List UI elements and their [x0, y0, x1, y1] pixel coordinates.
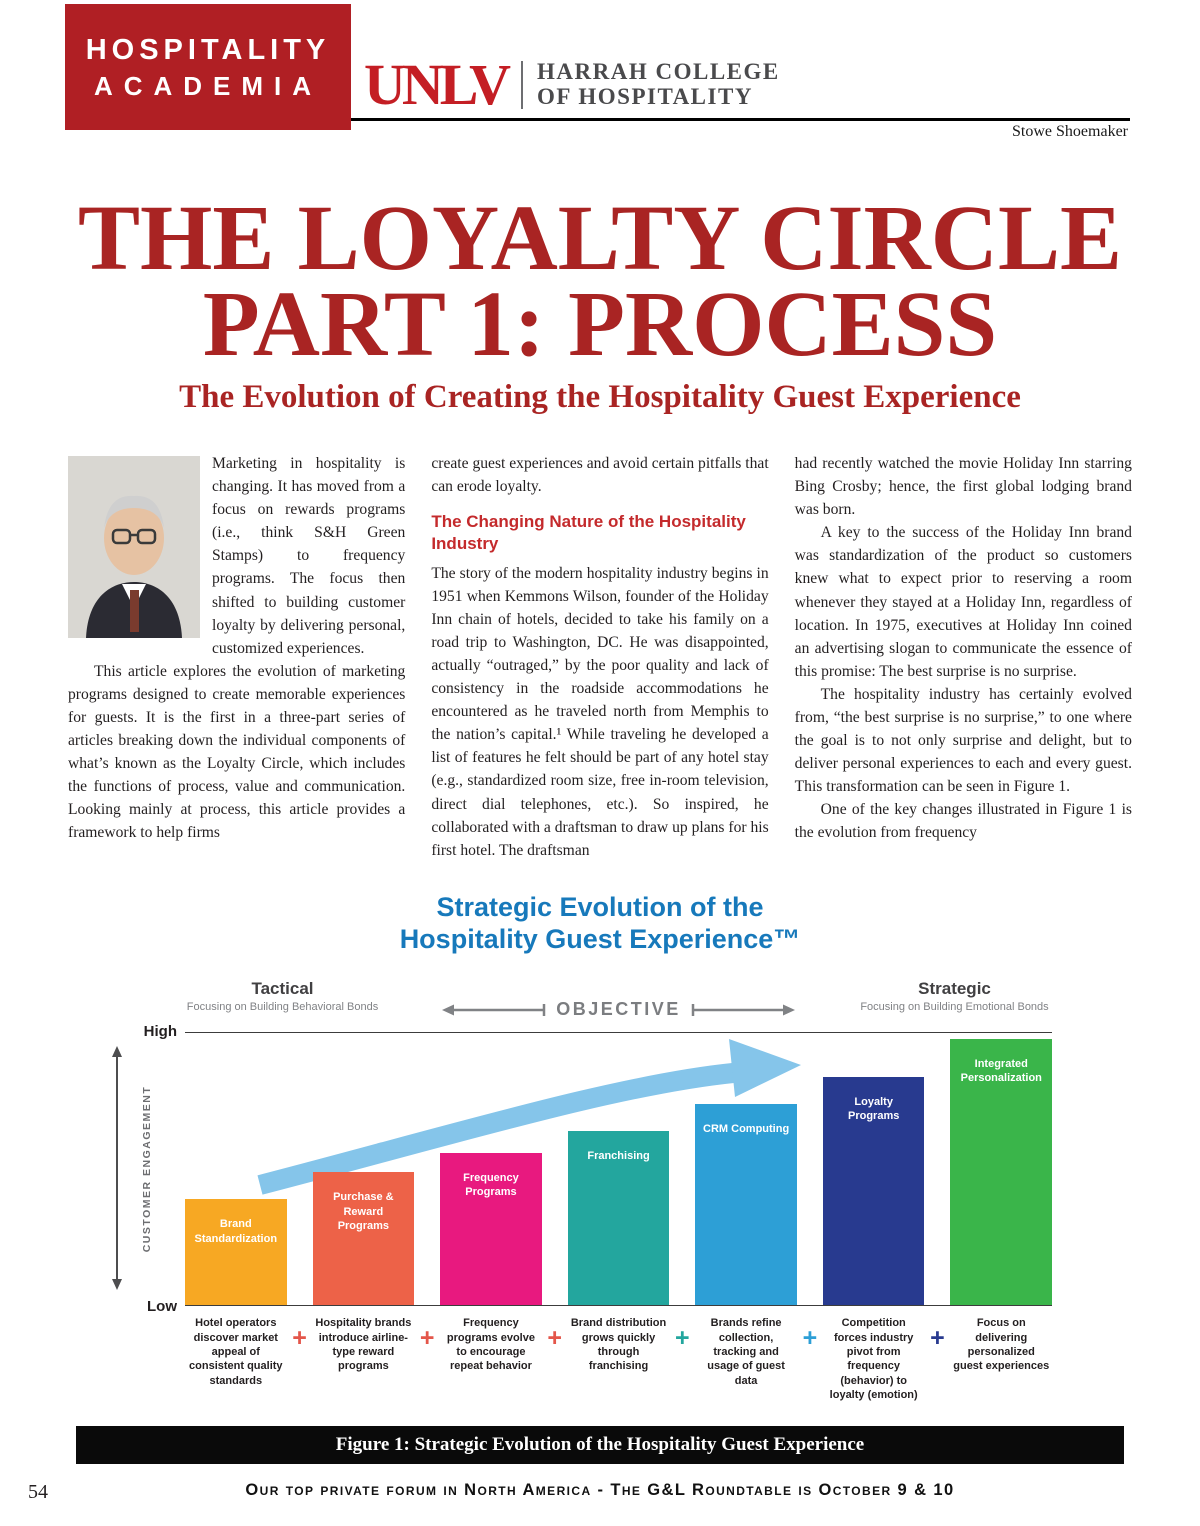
header-rule — [65, 118, 1130, 121]
bar-column: Integrated Personalization — [950, 1033, 1053, 1306]
section-heading: The Changing Nature of the Hospitality I… — [431, 512, 746, 553]
objective-axis: OBJECTIVE — [380, 999, 857, 1020]
paragraph: Marketing in hospitality is changing. It… — [212, 455, 406, 657]
bar-label: Brand Standardization — [194, 1218, 278, 1245]
plus-icon: + — [547, 1324, 563, 1353]
y-axis-title: CUSTOMER ENGAGEMENT — [141, 1086, 153, 1253]
chart-title-line1: Strategic Evolution of the — [436, 891, 764, 922]
bar-5: CRM Computing — [695, 1104, 797, 1306]
plus-icon: + — [419, 1324, 435, 1353]
bar-column: Frequency Programs — [440, 1033, 542, 1306]
logo-row: UNLV HARRAH COLLEGE OF HOSPITALITY — [364, 56, 780, 114]
author-headshot — [68, 456, 200, 639]
bar-caption: Brands refine collection, tracking and u… — [707, 1317, 785, 1387]
bar-label: CRM Computing — [703, 1123, 790, 1136]
bar-caption: Brand distribution grows quickly through… — [570, 1317, 667, 1373]
tactical-anchor: Tactical Focusing on Building Behavioral… — [185, 979, 380, 1015]
captions-row: Hotel operators discover market appeal o… — [185, 1312, 1052, 1402]
paragraph: This article explores the evolution of m… — [68, 662, 406, 842]
bar-1: Brand Standardization — [185, 1199, 287, 1306]
chart-title: Strategic Evolution of the Hospitality G… — [0, 892, 1200, 956]
banner-line2: ACADEMIA — [93, 71, 323, 101]
y-axis: High Low CUSTOMER ENGAGEMENT — [100, 1023, 185, 1315]
bar-label: Franchising — [587, 1150, 650, 1163]
college-line2: OF HOSPITALITY — [537, 84, 753, 109]
chart-title-line2: Hospitality Guest Experience™ — [399, 923, 801, 954]
hospitality-academia-banner: HOSPITALITY ACADEMIA — [65, 4, 351, 130]
figure-1-chart: Tactical Focusing on Building Behavioral… — [100, 979, 1053, 1402]
objective-label: OBJECTIVE — [556, 999, 681, 1020]
bar-2: Purchase & Reward Programs — [312, 1172, 415, 1306]
unlv-logo: UNLV — [364, 52, 511, 117]
strategic-label: Strategic — [918, 979, 991, 999]
college-line1: HARRAH COLLEGE — [537, 59, 780, 85]
chart-main: High Low CUSTOMER ENGAGEMENT Brand Stand… — [100, 1023, 1053, 1315]
bar-label: Integrated Personalization — [960, 1057, 1042, 1085]
objective-left-arrow-icon — [442, 1003, 546, 1016]
bar-label: Purchase & Reward Programs — [333, 1191, 394, 1232]
bar-label: Loyalty Programs — [848, 1096, 900, 1123]
bar-caption: Frequency programs evolve to encourage r… — [446, 1317, 535, 1373]
banner-line1: HOSPITALITY — [85, 34, 331, 66]
figure-caption-bar: Figure 1: Strategic Evolution of the Hos… — [76, 1426, 1124, 1465]
bar-caption: Competition forces industry pivot from f… — [829, 1317, 918, 1401]
bar-7: Integrated Personalization — [950, 1038, 1053, 1306]
bar-column: Purchase & Reward Programs — [312, 1033, 415, 1306]
column-1: Marketing in hospitality is changing. It… — [68, 452, 405, 862]
bar-6: Loyalty Programs — [822, 1077, 925, 1306]
bar-column: Brand Standardization — [185, 1033, 287, 1306]
tactical-sublabel: Focusing on Building Behavioral Bonds — [186, 1001, 379, 1014]
tactical-label: Tactical — [251, 979, 314, 999]
bar-3: Frequency Programs — [440, 1153, 542, 1306]
plus-icon: + — [675, 1324, 690, 1353]
footer-banner: Our top private forum in North America -… — [245, 1481, 955, 1499]
article-subtitle: The Evolution of Creating the Hospitalit… — [179, 379, 1021, 416]
bar-label: Frequency Programs — [463, 1172, 519, 1199]
plus-icon: + — [802, 1324, 818, 1353]
column-3: had recently watched the movie Holiday I… — [795, 452, 1132, 862]
bar-column: Loyalty Programs — [822, 1033, 925, 1306]
page-header: HOSPITALITY ACADEMIA UNLV HARRAH COLLEGE… — [0, 0, 1200, 152]
paragraph: had recently watched the movie Holiday I… — [794, 455, 1132, 519]
author-name: Stowe Shoemaker — [1012, 123, 1128, 140]
bar-column: Franchising — [567, 1033, 670, 1306]
objective-right-arrow-icon — [691, 1003, 795, 1016]
article-title: THE LOYALTY CIRCLE PART 1: PROCESS — [0, 187, 1200, 376]
plus-icon: + — [930, 1324, 945, 1353]
bar-caption: Focus on delivering personalized guest e… — [953, 1317, 1050, 1373]
plus-icon: + — [292, 1324, 307, 1353]
bars-row: Brand Standardization Purchase & Reward P… — [185, 1033, 1053, 1306]
bar-column: CRM Computing — [695, 1033, 797, 1306]
article-body: Marketing in hospitality is changing. It… — [68, 452, 1132, 862]
title-line1: THE LOYALTY CIRCLE — [77, 187, 1123, 290]
paragraph: One of the key changes illustrated in Fi… — [794, 801, 1132, 842]
y-axis-arrow-icon — [112, 1046, 122, 1291]
y-axis-low-label: Low — [147, 1298, 177, 1316]
column-2: create guest experiences and avoid certa… — [431, 452, 768, 862]
captions-wrap: Hotel operators discover market appeal o… — [100, 1312, 1052, 1402]
paragraph: The story of the modern hospitality indu… — [431, 564, 769, 859]
page-footer: 54 Our top private forum in North Americ… — [0, 1481, 1200, 1503]
paragraph: create guest experiences and avoid certa… — [431, 455, 769, 496]
paragraph: A key to the success of the Holiday Inn … — [794, 524, 1132, 680]
chart-plot-area: Brand Standardization Purchase & Reward P… — [185, 1032, 1053, 1307]
bar-caption: Hospitality brands introduce airline-typ… — [315, 1317, 412, 1373]
college-name: HARRAH COLLEGE OF HOSPITALITY — [537, 60, 780, 109]
title-line2: PART 1: PROCESS — [202, 272, 998, 376]
y-axis-high-label: High — [143, 1023, 177, 1041]
strategic-sublabel: Focusing on Building Emotional Bonds — [860, 1001, 1049, 1014]
bar-4: Franchising — [567, 1131, 670, 1306]
growth-arrow-icon — [257, 1039, 801, 1196]
chart-header-row: Tactical Focusing on Building Behavioral… — [100, 979, 1052, 1020]
bar-caption: Hotel operators discover market appeal o… — [189, 1317, 283, 1387]
logo-divider — [521, 61, 524, 109]
page-number: 54 — [28, 1481, 48, 1503]
strategic-anchor: Strategic Focusing on Building Emotional… — [857, 979, 1052, 1015]
paragraph: The hospitality industry has certainly e… — [794, 685, 1132, 796]
